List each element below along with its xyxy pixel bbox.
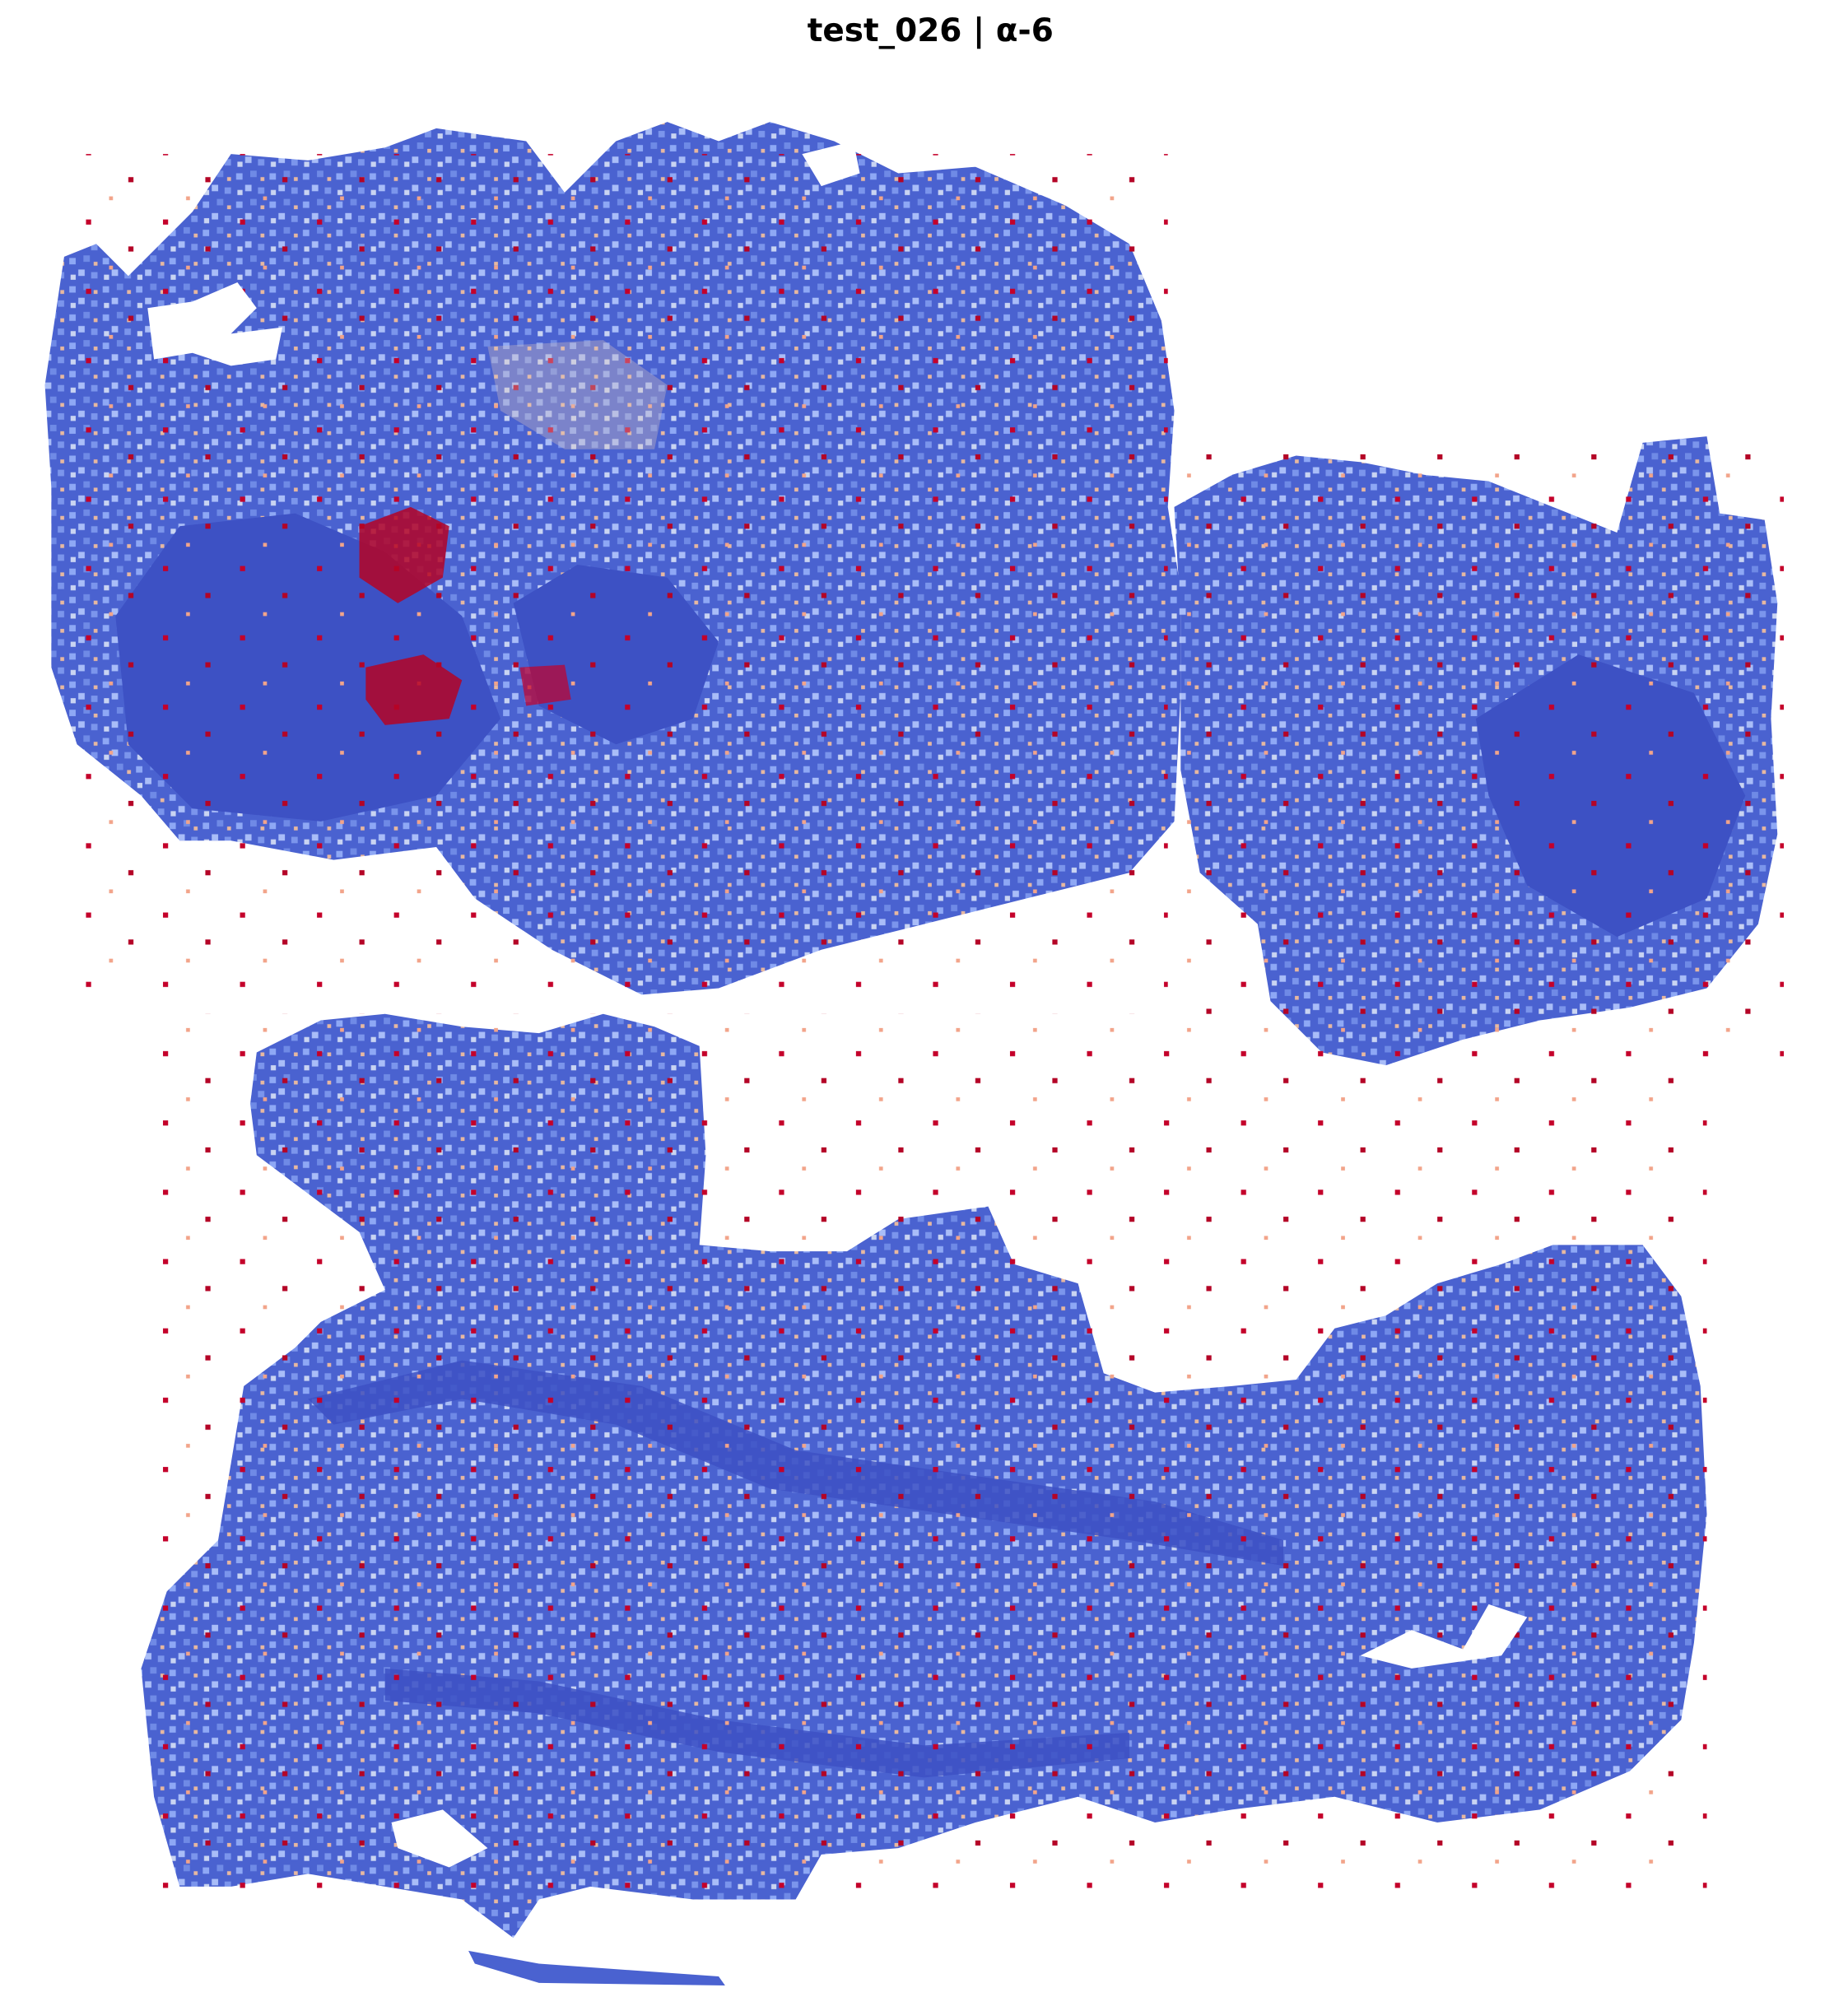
hot-cluster: [359, 506, 449, 603]
tissue-hole: [1360, 1604, 1528, 1669]
tissue-hole: [802, 141, 860, 187]
high-expression: [77, 154, 1785, 1900]
tissue-hole: [391, 1809, 488, 1868]
hot-cluster: [365, 654, 463, 725]
tissue-fragment: [468, 1950, 725, 1985]
tissue-hole: [147, 282, 282, 366]
hot-cluster: [519, 664, 571, 706]
warm-region: [487, 340, 668, 449]
expression-spots: [77, 154, 1785, 1900]
holes: [147, 141, 1528, 1868]
plot-title: test_026 | α-6: [808, 12, 1054, 49]
